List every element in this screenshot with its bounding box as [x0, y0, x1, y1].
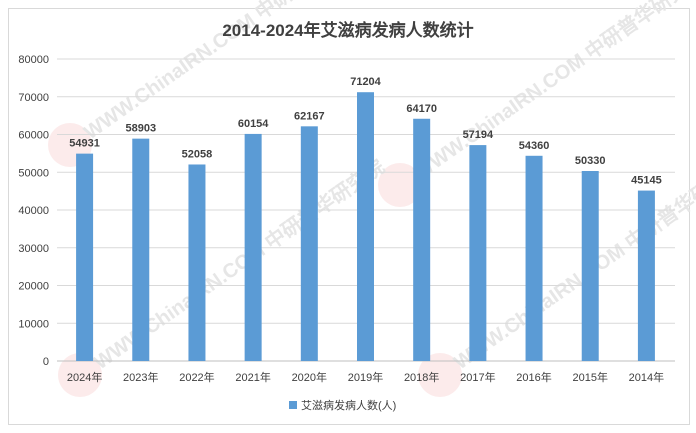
- bar: [244, 133, 262, 361]
- x-tick-label: 2020年: [292, 370, 327, 384]
- x-tick-label: 2019年: [348, 370, 383, 384]
- bar: [525, 155, 543, 361]
- bar: [188, 164, 206, 361]
- data-label: 50330: [575, 155, 606, 167]
- y-tick-label: 10000: [18, 318, 49, 330]
- legend-swatch: [289, 401, 297, 409]
- bar: [413, 118, 431, 362]
- data-label: 54360: [519, 140, 550, 152]
- y-tick-label: 0: [43, 356, 49, 368]
- x-tick-label: 2024年: [67, 370, 102, 384]
- bar: [300, 126, 318, 361]
- bar: [637, 190, 655, 361]
- bar: [469, 145, 487, 361]
- y-tick-label: 20000: [18, 281, 49, 293]
- y-tick-label: 40000: [18, 205, 49, 217]
- y-tick-label: 50000: [18, 167, 49, 179]
- bar: [357, 92, 374, 362]
- y-tick-label: 60000: [18, 130, 49, 142]
- data-label: 57194: [463, 129, 494, 141]
- bar: [76, 153, 94, 361]
- data-label: 58903: [125, 123, 156, 135]
- data-label: 45145: [631, 175, 662, 187]
- x-tick-label: 2017年: [460, 370, 495, 384]
- bar: [132, 138, 150, 361]
- chart-frame: [8, 8, 690, 425]
- y-tick-label: 70000: [18, 92, 49, 104]
- y-tick-label: 30000: [18, 243, 49, 255]
- watermark-logo: [418, 353, 462, 397]
- data-label: 62167: [294, 110, 325, 122]
- watermark-logo: [378, 163, 422, 207]
- x-tick-label: 2022年: [179, 370, 214, 384]
- chart-title: 2014-2024年艾滋病发病人数统计: [222, 20, 473, 40]
- data-label: 71204: [350, 76, 381, 88]
- data-label: 60154: [238, 118, 269, 130]
- x-tick-label: 2023年: [123, 370, 158, 384]
- x-tick-label: 2016年: [516, 370, 551, 384]
- legend-label: 艾滋病发病人数(人): [301, 398, 396, 412]
- bar: [581, 171, 599, 361]
- x-tick-label: 2021年: [235, 370, 270, 384]
- data-label: 52058: [182, 148, 213, 160]
- x-tick-label: 2018年: [404, 370, 439, 384]
- x-tick-label: 2015年: [572, 370, 607, 384]
- x-tick-label: 2014年: [629, 370, 664, 384]
- data-label: 64170: [406, 103, 437, 115]
- y-tick-label: 80000: [18, 54, 49, 66]
- data-label: 54931: [69, 138, 100, 150]
- watermark-logo: [58, 353, 102, 397]
